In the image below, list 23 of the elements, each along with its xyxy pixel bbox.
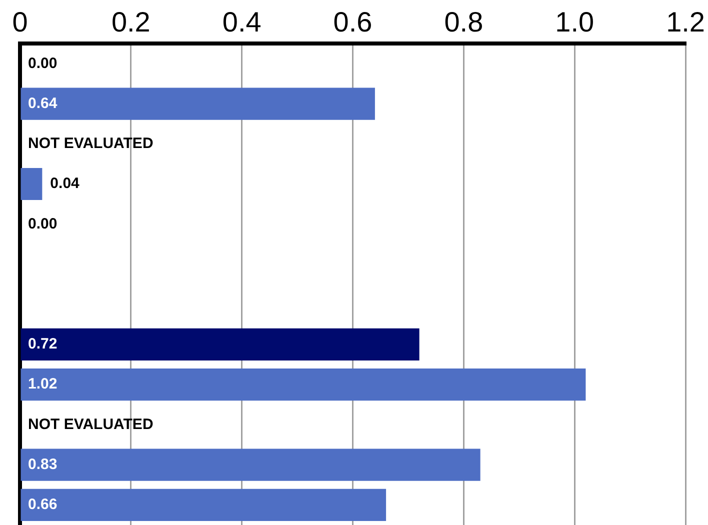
bar <box>20 448 480 481</box>
x-tick-label: 1.0 <box>555 6 594 38</box>
data-label: 0.04 <box>50 175 80 192</box>
bar <box>20 168 42 200</box>
x-tick-label: 0.2 <box>111 6 150 38</box>
x-tick-label: 0 <box>12 6 28 38</box>
x-tick-label: 1.2 <box>666 6 706 38</box>
x-tick-label: 0.6 <box>333 6 372 38</box>
text: NOT EVALUATED <box>28 416 154 433</box>
data-label: 0.64 <box>28 94 58 112</box>
x-tick-label: 0.4 <box>222 6 262 38</box>
data-label: 0.72 <box>28 336 58 353</box>
x-tick-label: 0.8 <box>444 6 484 38</box>
data-label: 0.00 <box>28 215 58 232</box>
text: NOT EVALUATED <box>28 135 154 152</box>
bar <box>20 328 420 361</box>
bar <box>20 368 586 401</box>
data-label: 0.66 <box>28 496 58 514</box>
data-label: 1.02 <box>28 376 58 393</box>
bar <box>20 488 386 521</box>
data-label: 0.00 <box>28 54 58 72</box>
bar <box>20 88 375 120</box>
data-label: 0.83 <box>28 456 58 473</box>
